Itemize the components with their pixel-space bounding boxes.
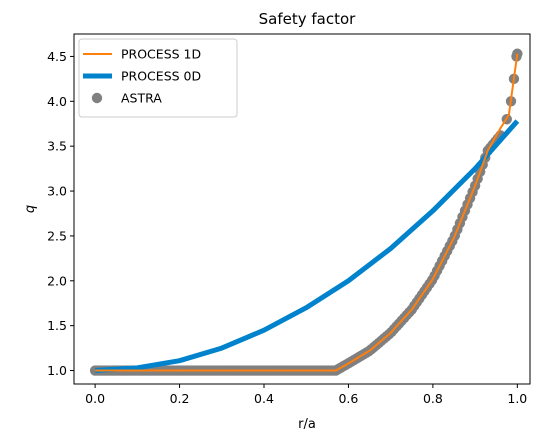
y-tick-label: 1.5 (47, 318, 67, 333)
y-tick-label: 3.0 (47, 184, 67, 199)
x-tick-label: 0.6 (338, 391, 358, 406)
y-axis-label: q (23, 205, 38, 213)
y-tick-label: 4.0 (47, 94, 67, 109)
series-process-0d-line (94, 119, 520, 374)
x-tick-label: 0.4 (254, 391, 274, 406)
x-axis-label: r/a (298, 417, 316, 432)
x-tick-label: 0.2 (170, 391, 190, 406)
x-tick-label: 0.0 (85, 391, 105, 406)
legend-label: PROCESS 0D (121, 69, 201, 84)
series-process-1d-line (95, 53, 519, 372)
x-tick-label: 1.0 (507, 391, 527, 406)
legend: PROCESS 1D PROCESS 0D ASTRA (78, 38, 238, 118)
legend-label: PROCESS 1D (121, 47, 201, 62)
y-tick-label: 4.5 (47, 49, 67, 64)
y-tick-label: 3.5 (47, 139, 67, 154)
series-layer (89, 48, 523, 376)
chart-title: Safety factor (259, 10, 357, 28)
y-tick-label: 2.0 (47, 273, 67, 288)
x-axis-ticks: 0.0 0.2 0.4 0.6 0.8 1.0 (85, 384, 527, 406)
legend-box (78, 38, 238, 118)
y-tick-label: 2.5 (47, 228, 67, 243)
x-tick-label: 0.8 (423, 391, 443, 406)
y-axis-ticks: 1.0 1.5 2.0 2.5 3.0 3.5 4.0 4.5 (47, 49, 74, 378)
legend-label: ASTRA (121, 91, 162, 106)
plot-area (73, 33, 531, 385)
legend-marker-astra (91, 92, 103, 104)
y-tick-label: 1.0 (47, 363, 67, 378)
